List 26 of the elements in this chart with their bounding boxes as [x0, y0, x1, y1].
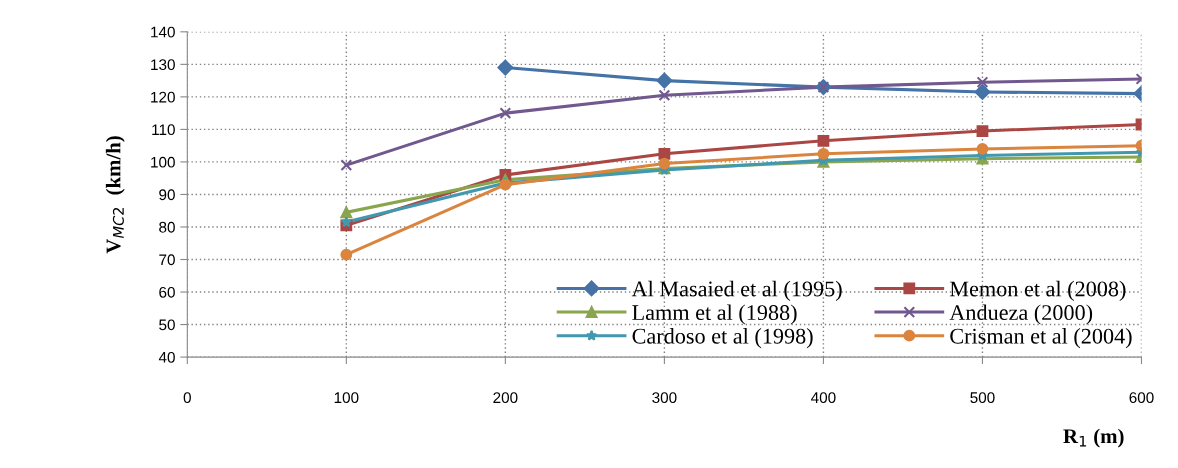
- legend-label: Crisman et al (2004): [950, 328, 1132, 349]
- x-tick-label: 300: [652, 392, 677, 404]
- y-tick-label: 90: [159, 189, 175, 201]
- y-tick-label: 120: [151, 91, 175, 103]
- y-tick-label: 60: [159, 286, 175, 298]
- x-tick-label: 0: [183, 392, 191, 404]
- x-tick-label: 600: [1129, 392, 1154, 404]
- y-tick-label: 70: [159, 254, 175, 266]
- x-tick-label: 500: [970, 392, 995, 404]
- x-axis-title: R$_{1}$ (m): [1063, 428, 1124, 448]
- legend-label: Cardoso et al (1998): [632, 328, 813, 349]
- y-tick-label: 130: [151, 59, 175, 71]
- y-tick-label: 110: [152, 124, 175, 136]
- legend-label: Andueza (2000): [949, 304, 1093, 325]
- x-tick-label: 400: [811, 392, 836, 404]
- legend-label: Memon et al (2008): [949, 280, 1126, 301]
- legend-label: Lamm et al (1988): [632, 304, 797, 325]
- y-tick-label: 80: [159, 221, 175, 233]
- legend-label: Al Masaied et al (1995): [631, 280, 842, 301]
- y-tick-label: 100: [151, 156, 175, 168]
- y-tick-label: 140: [151, 26, 175, 38]
- y-axis-title: V$_{MC2}$ (km/h): [105, 136, 125, 254]
- y-tick-label: 40: [158, 351, 175, 363]
- x-tick-label: 100: [334, 392, 359, 404]
- y-tick-label: 50: [159, 319, 175, 331]
- x-tick-label: 200: [493, 392, 518, 404]
